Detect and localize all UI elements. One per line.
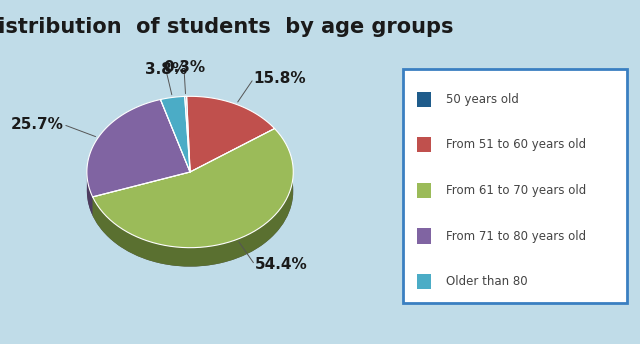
Text: From 71 to 80 years old: From 71 to 80 years old (445, 229, 586, 243)
Polygon shape (87, 172, 93, 216)
Text: 50 years old: 50 years old (445, 93, 518, 106)
Text: 3.8%: 3.8% (145, 62, 187, 77)
Text: 15.8%: 15.8% (253, 71, 307, 86)
Bar (417, 137, 431, 152)
Polygon shape (187, 96, 275, 172)
Bar (417, 228, 431, 244)
Text: 54.4%: 54.4% (255, 257, 308, 272)
Bar (417, 274, 431, 289)
Polygon shape (161, 96, 190, 172)
Bar (417, 183, 431, 198)
Polygon shape (93, 129, 293, 248)
Polygon shape (87, 99, 190, 197)
Bar (417, 92, 431, 107)
Text: 0.3%: 0.3% (163, 60, 205, 75)
Polygon shape (93, 179, 293, 267)
Text: From 61 to 70 years old: From 61 to 70 years old (445, 184, 586, 197)
Text: Distribution  of students  by age groups: Distribution of students by age groups (0, 17, 454, 37)
Text: 25.7%: 25.7% (10, 117, 63, 132)
Ellipse shape (87, 115, 293, 267)
Text: From 51 to 60 years old: From 51 to 60 years old (445, 138, 586, 151)
Text: Older than 80: Older than 80 (445, 275, 527, 288)
Polygon shape (185, 96, 190, 172)
